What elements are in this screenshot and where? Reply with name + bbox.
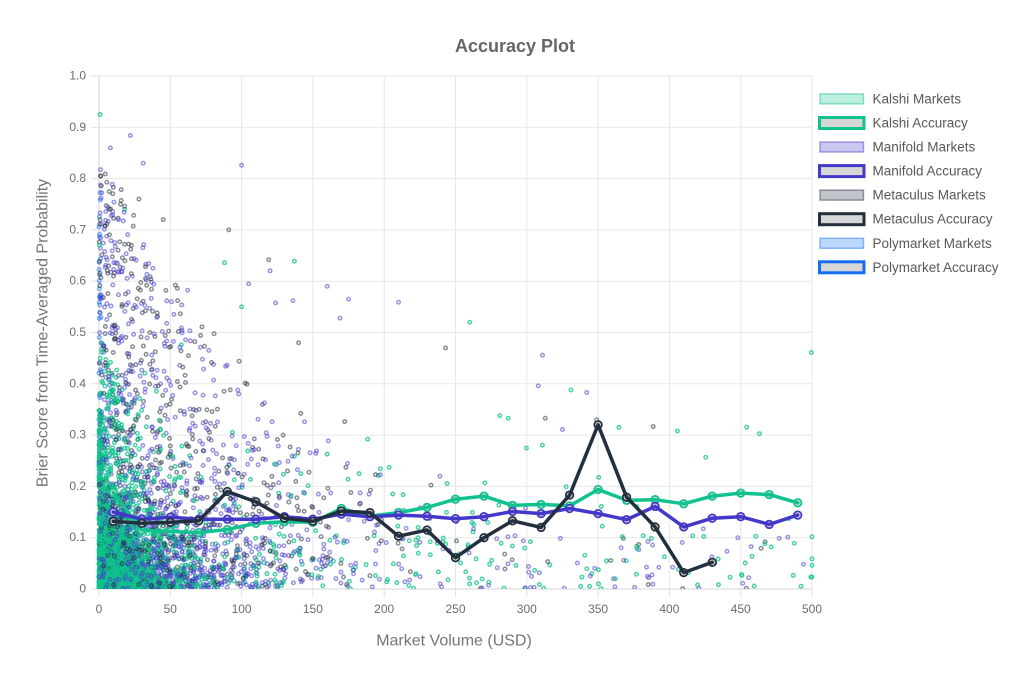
svg-text:0.1: 0.1	[69, 530, 86, 544]
svg-text:Manifold Accuracy: Manifold Accuracy	[873, 164, 983, 179]
svg-text:Polymarket Accuracy: Polymarket Accuracy	[873, 260, 999, 275]
svg-text:Market Volume (USD): Market Volume (USD)	[376, 633, 532, 650]
svg-text:250: 250	[445, 602, 465, 616]
svg-text:500: 500	[802, 602, 822, 616]
svg-text:0.6: 0.6	[69, 274, 86, 288]
svg-text:Accuracy Plot: Accuracy Plot	[455, 36, 575, 56]
svg-text:Brier Score from Time-Averaged: Brier Score from Time-Averaged Probabili…	[35, 179, 52, 487]
svg-text:400: 400	[659, 602, 679, 616]
svg-text:200: 200	[374, 602, 394, 616]
svg-text:0.7: 0.7	[69, 222, 86, 236]
svg-text:Metaculus Accuracy: Metaculus Accuracy	[873, 212, 993, 227]
svg-text:Kalshi Accuracy: Kalshi Accuracy	[873, 116, 969, 131]
svg-text:Manifold Markets: Manifold Markets	[873, 140, 976, 155]
svg-text:100: 100	[232, 602, 252, 616]
svg-text:0.5: 0.5	[69, 325, 86, 339]
svg-text:350: 350	[588, 602, 608, 616]
svg-text:0: 0	[96, 602, 103, 616]
svg-text:50: 50	[164, 602, 178, 616]
svg-text:450: 450	[731, 602, 751, 616]
svg-text:0.9: 0.9	[69, 120, 86, 134]
svg-text:0.8: 0.8	[69, 171, 86, 185]
svg-text:300: 300	[517, 602, 537, 616]
svg-text:Kalshi Markets: Kalshi Markets	[873, 91, 962, 106]
svg-text:1.0: 1.0	[69, 69, 86, 83]
svg-text:0.2: 0.2	[69, 479, 86, 493]
svg-text:Polymarket Markets: Polymarket Markets	[873, 236, 993, 251]
svg-text:0.3: 0.3	[69, 428, 86, 442]
svg-text:Metaculus Markets: Metaculus Markets	[873, 188, 987, 203]
svg-text:0: 0	[79, 582, 86, 596]
svg-text:0.4: 0.4	[69, 376, 86, 390]
svg-text:150: 150	[303, 602, 323, 616]
